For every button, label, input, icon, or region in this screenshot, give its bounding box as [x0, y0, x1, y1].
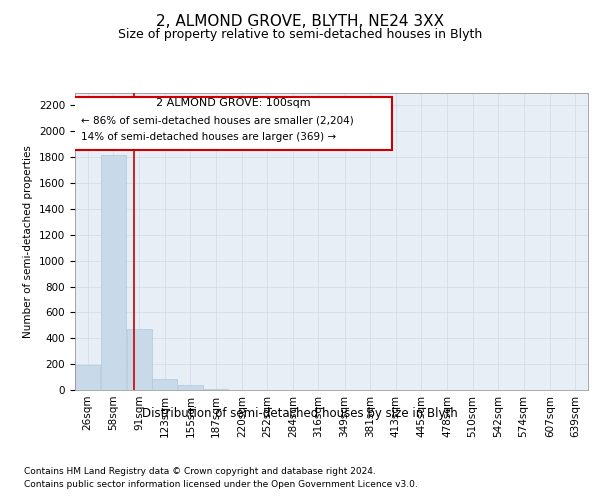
Text: Distribution of semi-detached houses by size in Blyth: Distribution of semi-detached houses by … — [142, 408, 458, 420]
Y-axis label: Number of semi-detached properties: Number of semi-detached properties — [23, 145, 34, 338]
Text: 2 ALMOND GROVE: 100sqm: 2 ALMOND GROVE: 100sqm — [155, 98, 310, 108]
Text: 2, ALMOND GROVE, BLYTH, NE24 3XX: 2, ALMOND GROVE, BLYTH, NE24 3XX — [156, 14, 444, 29]
Bar — [152, 378, 178, 390]
Text: Contains public sector information licensed under the Open Government Licence v3: Contains public sector information licen… — [24, 480, 418, 489]
Text: Contains HM Land Registry data © Crown copyright and database right 2024.: Contains HM Land Registry data © Crown c… — [24, 468, 376, 476]
Bar — [101, 154, 126, 390]
FancyBboxPatch shape — [73, 96, 392, 150]
Bar — [127, 328, 152, 390]
Bar — [75, 365, 100, 390]
Text: Size of property relative to semi-detached houses in Blyth: Size of property relative to semi-detach… — [118, 28, 482, 41]
Text: 14% of semi-detached houses are larger (369) →: 14% of semi-detached houses are larger (… — [82, 132, 337, 142]
Bar — [178, 386, 203, 390]
Text: ← 86% of semi-detached houses are smaller (2,204): ← 86% of semi-detached houses are smalle… — [82, 116, 354, 126]
